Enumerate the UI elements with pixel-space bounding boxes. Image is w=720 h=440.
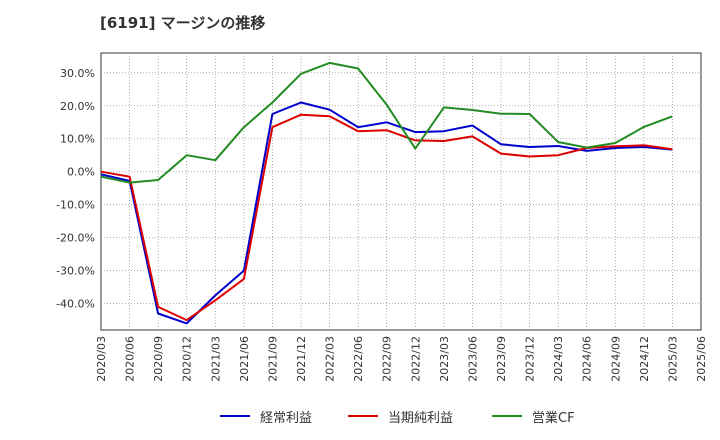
legend-swatch-net-income	[348, 415, 378, 417]
y-tick-label: 20.0%	[60, 100, 95, 113]
x-tick-label: 2024/06	[581, 336, 594, 382]
x-tick-label: 2023/06	[466, 336, 479, 382]
legend-item-ordinary-profit: 経常利益	[220, 404, 312, 428]
x-tick-label: 2020/06	[124, 336, 137, 382]
x-tick-label: 2021/09	[266, 336, 279, 382]
x-tick-label: 2020/09	[152, 336, 165, 382]
x-tick-label: 2022/03	[324, 336, 337, 382]
y-tick-label: -40.0%	[56, 298, 95, 311]
x-tick-label: 2021/03	[209, 336, 222, 382]
x-tick-label: 2024/03	[552, 336, 565, 382]
grid-lines	[101, 53, 701, 330]
x-axis-ticks: 2020/03 2020/06 2020/09 2020/12 2021/03 2021/…	[95, 336, 708, 382]
x-tick-label: 2022/06	[352, 336, 365, 382]
x-tick-label: 2020/12	[181, 336, 194, 382]
series-lines	[100, 61, 673, 325]
y-axis-ticks: 30.0% 20.0% 10.0% 0.0% -10.0% -20.0% -30.0% -40…	[56, 67, 95, 311]
y-tick-label: 0.0%	[67, 166, 95, 179]
series-line-1	[100, 113, 673, 322]
x-tick-label: 2024/12	[638, 336, 651, 382]
y-tick-label: -10.0%	[56, 199, 95, 212]
y-tick-label: 10.0%	[60, 133, 95, 146]
x-tick-label: 2022/12	[409, 336, 422, 382]
legend-label-ordinary-profit: 経常利益	[260, 410, 313, 426]
x-tick-label: 2023/12	[524, 336, 537, 382]
x-tick-label: 2025/06	[695, 336, 708, 382]
x-tick-label: 2021/12	[295, 336, 308, 382]
chart-title: [6191] マージンの推移	[100, 14, 266, 32]
y-tick-label: 30.0%	[60, 67, 95, 80]
x-tick-label: 2023/03	[438, 336, 451, 382]
y-tick-label: -20.0%	[56, 232, 95, 245]
legend-label-net-income: 当期純利益	[388, 410, 454, 426]
legend-item-net-income: 当期純利益	[348, 404, 453, 428]
x-tick-label: 2020/03	[95, 336, 108, 382]
series-line-2	[100, 61, 673, 184]
legend-label-operating-cf: 営業CF	[532, 410, 575, 426]
legend: 経常利益 当期純利益 営業CF	[0, 404, 720, 428]
legend-item-operating-cf: 営業CF	[492, 404, 575, 428]
x-tick-label: 2022/09	[381, 336, 394, 382]
x-tick-label: 2023/09	[495, 336, 508, 382]
legend-swatch-ordinary-profit	[220, 415, 250, 417]
y-tick-label: -30.0%	[56, 265, 95, 278]
x-tick-label: 2024/09	[609, 336, 622, 382]
legend-swatch-operating-cf	[492, 415, 522, 417]
plot-area	[100, 52, 702, 331]
x-tick-label: 2025/03	[666, 336, 679, 382]
x-tick-label: 2021/06	[238, 336, 251, 382]
